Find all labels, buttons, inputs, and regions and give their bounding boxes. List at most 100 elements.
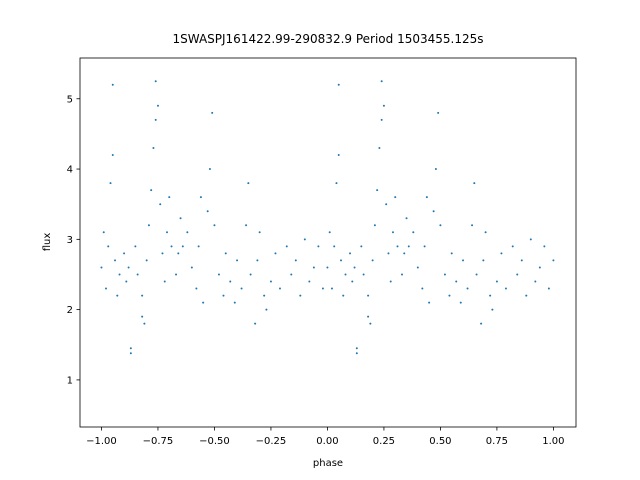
point [145,259,148,262]
point [367,315,370,318]
point [369,322,372,325]
point [111,153,114,156]
point [186,231,189,234]
point [380,118,383,121]
point [330,287,333,290]
point [344,273,347,276]
point [168,196,171,199]
point [159,203,162,206]
point [269,280,272,283]
point [466,287,469,290]
point [489,294,492,297]
point [156,104,159,107]
point [240,287,243,290]
point [317,245,320,248]
y-tick-label: 1 [67,375,73,386]
point [378,146,381,149]
point [177,252,180,255]
point [321,287,324,290]
point [249,273,252,276]
point [163,280,166,283]
point [195,287,198,290]
point [154,80,157,83]
point [421,287,424,290]
point [285,245,288,248]
point [380,80,383,83]
point [211,111,214,114]
point [360,245,363,248]
point [525,294,528,297]
point [462,259,465,262]
point [425,196,428,199]
point [428,301,431,304]
point [335,182,338,185]
point [342,294,345,297]
x-tick-label: 0.50 [429,436,451,447]
point [394,196,397,199]
point [412,231,415,234]
point [534,280,537,283]
point [134,245,137,248]
point [274,252,277,255]
point [376,189,379,192]
point [482,259,485,262]
point [265,308,268,311]
point [217,273,220,276]
point [516,273,519,276]
point [236,259,239,262]
point [396,245,399,248]
point [405,217,408,220]
point [290,273,293,276]
point [434,168,437,171]
x-tick-label: 1.00 [542,436,564,447]
point [165,231,168,234]
point [328,231,331,234]
point [125,280,128,283]
point [326,266,329,269]
point [355,347,358,350]
point [437,111,440,114]
point [351,280,354,283]
point [303,238,306,241]
point [141,294,144,297]
x-tick-label: −1.00 [86,436,117,447]
chart-title: 1SWASPJ161422.99-290832.9 Period 1503455… [172,32,483,46]
point [294,259,297,262]
point [199,196,202,199]
point [114,259,117,262]
point [459,301,462,304]
point [100,266,103,269]
y-tick-label: 4 [67,165,73,176]
point [299,294,302,297]
points [100,80,555,355]
point [147,224,150,227]
point [208,168,211,171]
point [362,273,365,276]
point [432,210,435,213]
point [123,252,126,255]
point [511,245,514,248]
point [308,280,311,283]
point [170,245,173,248]
point [543,245,546,248]
point [491,308,494,311]
point [197,245,200,248]
point [129,352,132,355]
point [439,224,442,227]
plot-frame [79,57,577,428]
point [387,252,390,255]
point [484,231,487,234]
x-axis-label: phase [313,458,343,469]
point [529,238,532,241]
point [450,252,453,255]
y-axis-label: flux [42,233,53,252]
point [353,266,356,269]
point [471,224,474,227]
point [423,245,426,248]
point [337,153,340,156]
point [254,322,257,325]
point [339,259,342,262]
point [229,280,232,283]
point [312,266,315,269]
